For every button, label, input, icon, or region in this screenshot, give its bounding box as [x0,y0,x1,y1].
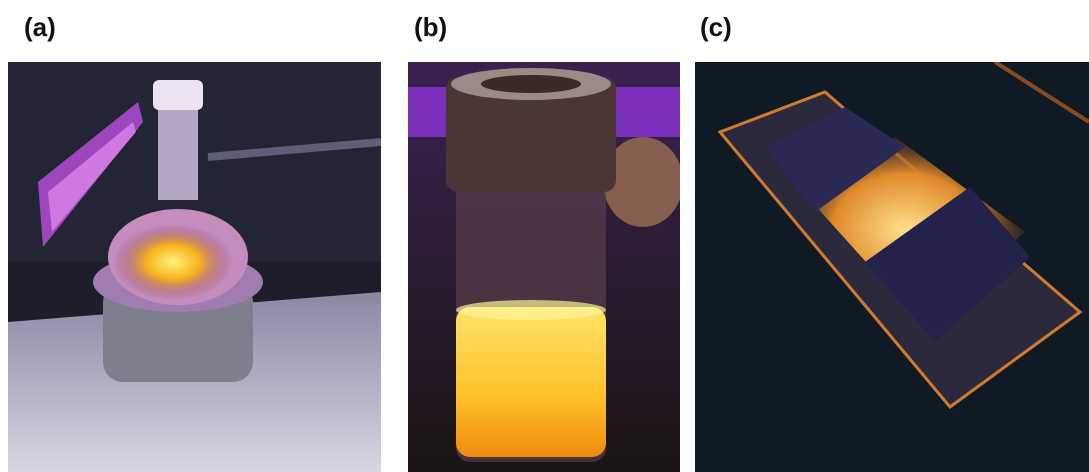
photo-flask [8,62,381,472]
reflection [603,137,680,227]
liquid [456,307,606,457]
uv-lamp-light [48,122,136,232]
electrode [765,107,905,212]
cap [446,77,616,192]
photo-film [695,62,1089,472]
meniscus [456,300,606,320]
clamp [207,138,381,161]
cap-hole [481,75,581,93]
photo-vial [408,62,680,472]
panel-label: (c) [700,12,732,42]
edge-glint [993,62,1089,124]
electrode [865,187,1030,342]
glow [113,224,233,300]
panel-label: (a) [24,12,56,42]
panel-label: (b) [414,12,448,42]
stopper [153,80,203,110]
